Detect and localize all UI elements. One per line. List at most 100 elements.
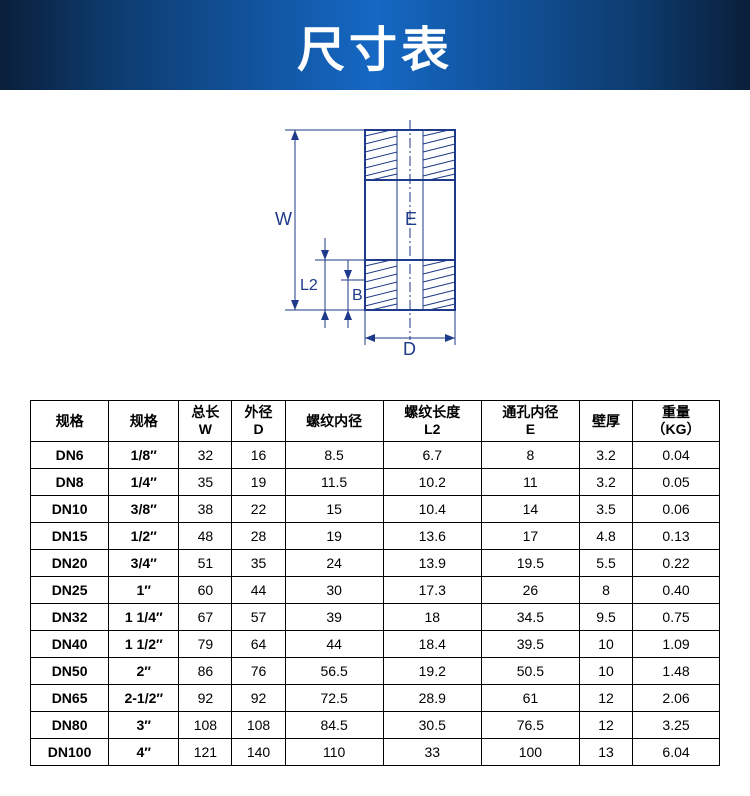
table-cell: 9.5 — [579, 604, 632, 631]
table-cell: 6.04 — [633, 739, 720, 766]
table-cell: 0.05 — [633, 469, 720, 496]
table-cell: 19 — [285, 523, 383, 550]
table-cell: 60 — [179, 577, 232, 604]
table-cell: 10 — [579, 658, 632, 685]
table-cell: 8 — [579, 577, 632, 604]
table-cell: 3.2 — [579, 469, 632, 496]
header-banner: 尺寸表 — [0, 0, 750, 90]
table-cell: 44 — [232, 577, 285, 604]
table-cell: 1.09 — [633, 631, 720, 658]
table-cell: 11.5 — [285, 469, 383, 496]
table-cell: 13.9 — [383, 550, 481, 577]
table-cell: DN40 — [31, 631, 109, 658]
table-cell: 48 — [179, 523, 232, 550]
table-cell: DN32 — [31, 604, 109, 631]
table-cell: 10.2 — [383, 469, 481, 496]
table-row: DN81/4″351911.510.2113.20.05 — [31, 469, 720, 496]
table-cell: 79 — [179, 631, 232, 658]
table-cell: 39 — [285, 604, 383, 631]
table-cell: 108 — [179, 712, 232, 739]
table-cell: 1/2″ — [109, 523, 179, 550]
table-cell: 24 — [285, 550, 383, 577]
table-cell: 28.9 — [383, 685, 481, 712]
dimension-table-wrap: 规格规格总长W外径D螺纹内径螺纹长度L2通孔内径E壁厚重量（KG） DN61/8… — [0, 400, 750, 796]
table-row: DN1004″12114011033100136.04 — [31, 739, 720, 766]
table-cell: 67 — [179, 604, 232, 631]
label-E: E — [405, 209, 417, 229]
table-cell: 14 — [481, 496, 579, 523]
column-header: 螺纹长度L2 — [383, 401, 481, 442]
diagram-area: W L2 B D E — [0, 90, 750, 400]
table-cell: 0.22 — [633, 550, 720, 577]
table-cell: 26 — [481, 577, 579, 604]
table-row: DN251″60443017.32680.40 — [31, 577, 720, 604]
table-cell: 17 — [481, 523, 579, 550]
table-cell: 4.8 — [579, 523, 632, 550]
table-cell: DN8 — [31, 469, 109, 496]
dimension-table: 规格规格总长W外径D螺纹内径螺纹长度L2通孔内径E壁厚重量（KG） DN61/8… — [30, 400, 720, 766]
table-cell: 2-1/2″ — [109, 685, 179, 712]
table-row: DN203/4″51352413.919.55.50.22 — [31, 550, 720, 577]
table-cell: 2.06 — [633, 685, 720, 712]
table-cell: 72.5 — [285, 685, 383, 712]
table-cell: 13 — [579, 739, 632, 766]
table-cell: DN25 — [31, 577, 109, 604]
table-cell: DN80 — [31, 712, 109, 739]
table-cell: DN100 — [31, 739, 109, 766]
table-cell: 19 — [232, 469, 285, 496]
label-D: D — [403, 339, 416, 359]
table-cell: 8 — [481, 442, 579, 469]
table-cell: 76.5 — [481, 712, 579, 739]
table-cell: 16 — [232, 442, 285, 469]
table-cell: 0.40 — [633, 577, 720, 604]
table-cell: 84.5 — [285, 712, 383, 739]
table-cell: 19.5 — [481, 550, 579, 577]
table-cell: 1″ — [109, 577, 179, 604]
table-cell: 76 — [232, 658, 285, 685]
table-row: DN803″10810884.530.576.5123.25 — [31, 712, 720, 739]
table-cell: 4″ — [109, 739, 179, 766]
table-cell: 140 — [232, 739, 285, 766]
label-B: B — [352, 287, 363, 304]
table-cell: 10.4 — [383, 496, 481, 523]
table-cell: 44 — [285, 631, 383, 658]
table-cell: DN10 — [31, 496, 109, 523]
table-cell: 1/8″ — [109, 442, 179, 469]
table-cell: 1.48 — [633, 658, 720, 685]
table-cell: 3.25 — [633, 712, 720, 739]
table-cell: 12 — [579, 712, 632, 739]
table-cell: 6.7 — [383, 442, 481, 469]
table-row: DN321 1/4″6757391834.59.50.75 — [31, 604, 720, 631]
table-row: DN61/8″32168.56.783.20.04 — [31, 442, 720, 469]
table-cell: 35 — [179, 469, 232, 496]
column-header: 重量（KG） — [633, 401, 720, 442]
table-cell: 38 — [179, 496, 232, 523]
table-cell: 10 — [579, 631, 632, 658]
table-cell: 28 — [232, 523, 285, 550]
column-header: 壁厚 — [579, 401, 632, 442]
table-cell: 17.3 — [383, 577, 481, 604]
table-cell: 56.5 — [285, 658, 383, 685]
column-header: 规格 — [109, 401, 179, 442]
table-cell: DN50 — [31, 658, 109, 685]
table-row: DN103/8″38221510.4143.50.06 — [31, 496, 720, 523]
column-header: 外径D — [232, 401, 285, 442]
dimension-diagram: W L2 B D E — [245, 110, 505, 370]
table-cell: 57 — [232, 604, 285, 631]
table-cell: 3/4″ — [109, 550, 179, 577]
column-header: 总长W — [179, 401, 232, 442]
table-cell: 39.5 — [481, 631, 579, 658]
table-cell: 19.2 — [383, 658, 481, 685]
table-cell: 32 — [179, 442, 232, 469]
table-cell: 0.04 — [633, 442, 720, 469]
table-cell: 22 — [232, 496, 285, 523]
table-cell: 8.5 — [285, 442, 383, 469]
column-header: 螺纹内径 — [285, 401, 383, 442]
table-row: DN151/2″48281913.6174.80.13 — [31, 523, 720, 550]
table-cell: 50.5 — [481, 658, 579, 685]
label-L2: L2 — [300, 277, 318, 294]
table-cell: 2″ — [109, 658, 179, 685]
table-cell: 121 — [179, 739, 232, 766]
table-cell: 110 — [285, 739, 383, 766]
table-cell: DN65 — [31, 685, 109, 712]
